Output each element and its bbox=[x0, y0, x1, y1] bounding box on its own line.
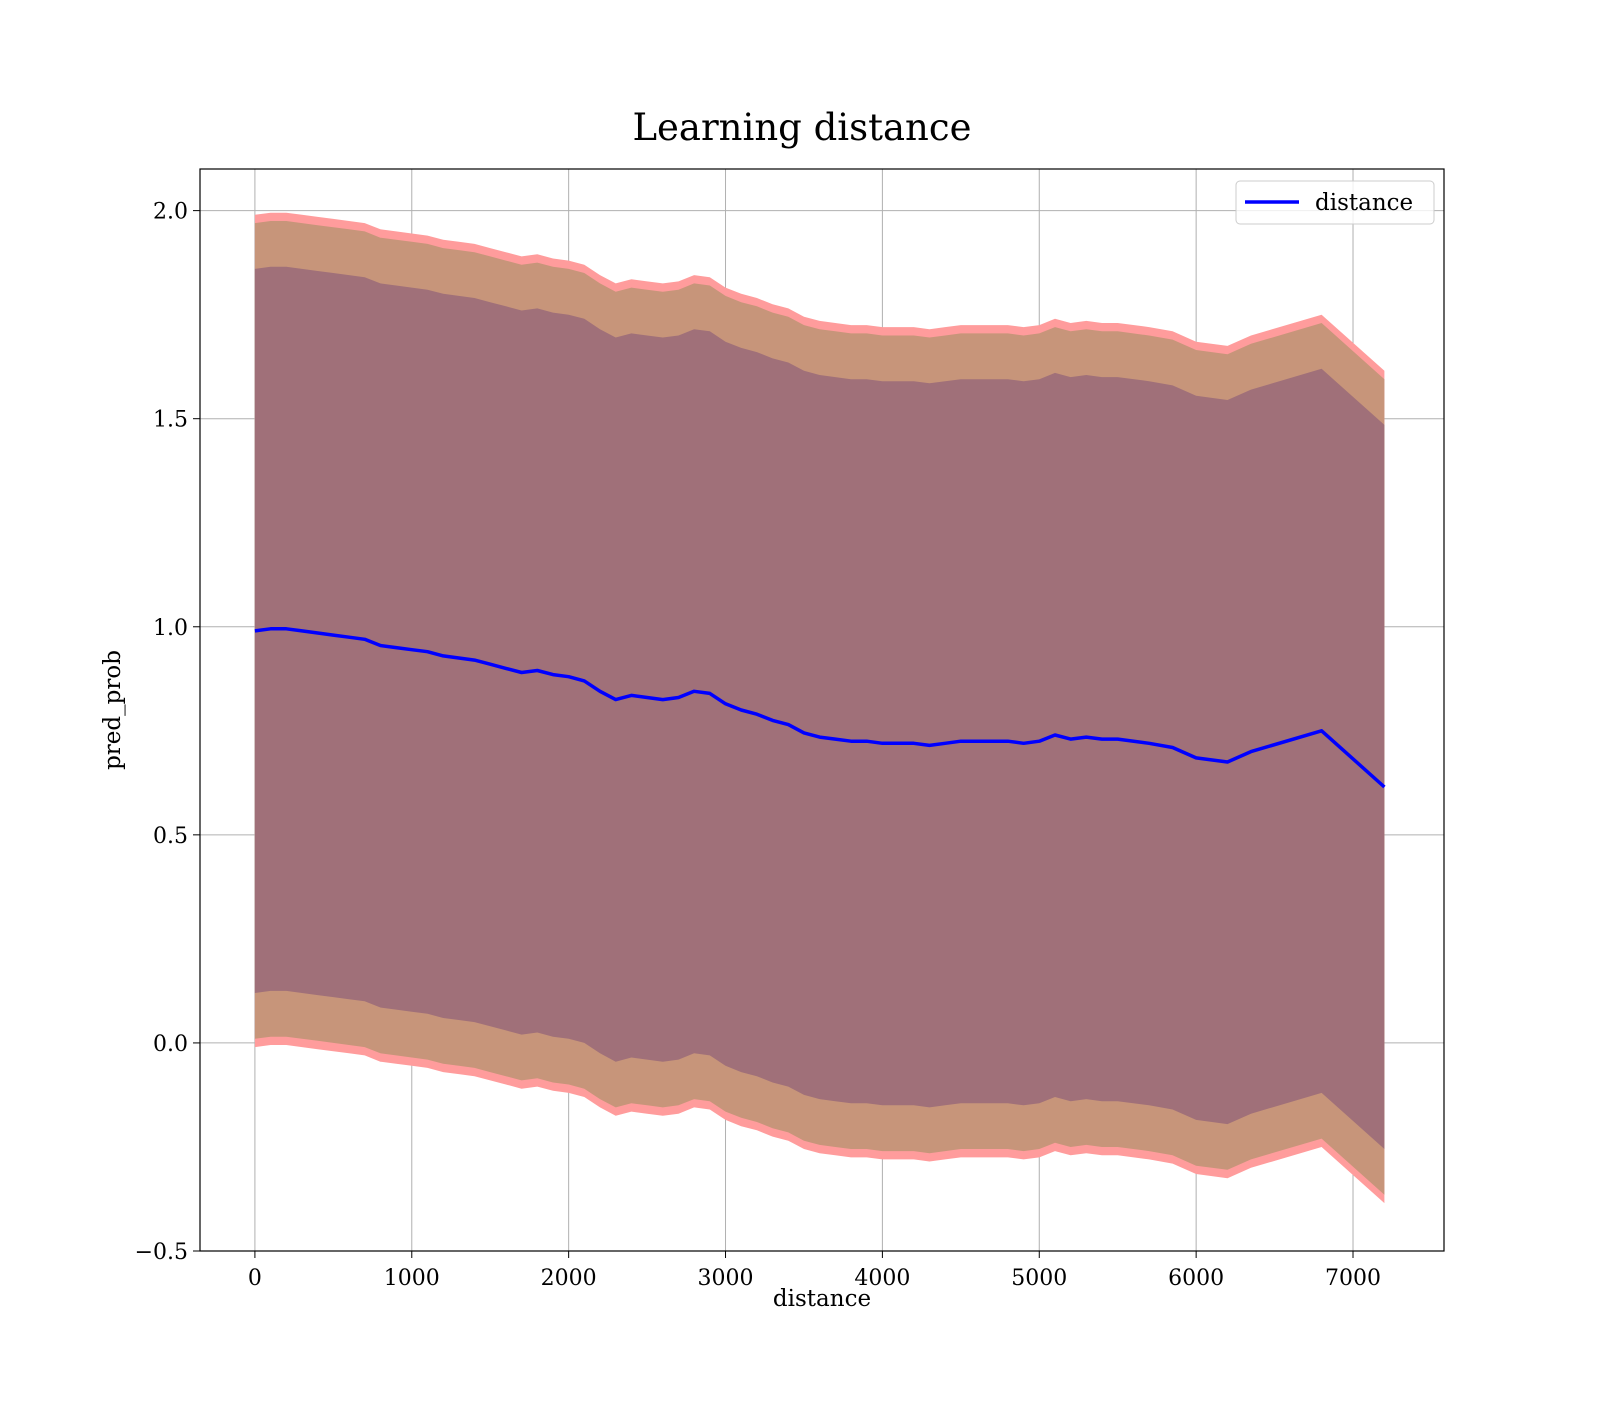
y-tick-label: 1.5 bbox=[153, 408, 188, 433]
series-line-distance bbox=[254, 627, 1386, 789]
y-tick-label: 2.0 bbox=[153, 200, 188, 225]
x-tick-label: 3000 bbox=[698, 1266, 754, 1291]
x-tick-label: 7000 bbox=[1325, 1266, 1381, 1291]
y-tick-label: 0.0 bbox=[153, 1032, 188, 1057]
plot-frame bbox=[199, 168, 1445, 1252]
y-tick-label: 1.0 bbox=[153, 616, 188, 641]
legend: distance bbox=[1235, 180, 1435, 225]
x-axis-label: distance bbox=[773, 1286, 871, 1312]
std-bands bbox=[254, 212, 1385, 1204]
chart-title: Learning distance bbox=[632, 106, 971, 149]
y-tick-label: 0.5 bbox=[153, 824, 188, 849]
axis-ticks: 0 1000 2000 3000 4000 5000 6000 7000 −0.5 0.0 0.5 1… bbox=[135, 200, 1381, 1291]
legend-entry-distance: distance bbox=[1315, 190, 1413, 216]
x-tick-label: 0 bbox=[248, 1266, 262, 1291]
x-tick-label: 4000 bbox=[854, 1266, 910, 1291]
y-tick-label: −0.5 bbox=[135, 1240, 188, 1265]
x-tick-label: 1000 bbox=[384, 1266, 440, 1291]
x-tick-label: 2000 bbox=[541, 1266, 597, 1291]
y-axis-label: pred_prob bbox=[100, 650, 126, 770]
x-tick-label: 5000 bbox=[1011, 1266, 1067, 1291]
series-layer bbox=[254, 627, 1386, 789]
x-tick-label: 6000 bbox=[1168, 1266, 1224, 1291]
std-band-inner bbox=[254, 266, 1385, 1149]
legend-box bbox=[1235, 180, 1435, 225]
